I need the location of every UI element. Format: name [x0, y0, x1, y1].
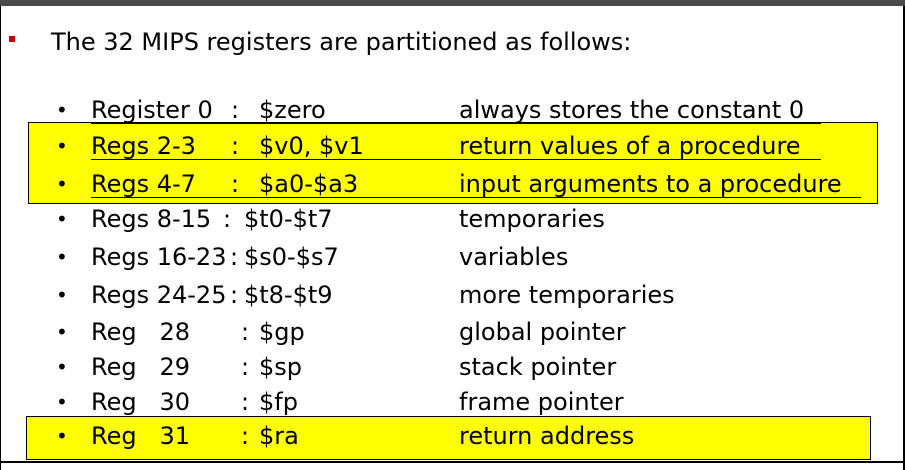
register-name: $zero [259, 94, 326, 126]
register-name: $fp [259, 386, 298, 418]
register-number: Regs 8-15 [91, 203, 211, 235]
separator-colon: : [241, 316, 249, 348]
slide: The 32 MIPS registers are partitioned as… [0, 6, 905, 470]
separator-colon: : [231, 94, 239, 126]
separator-colon: : [223, 203, 231, 235]
bullet-dot: • [56, 168, 68, 200]
bullet-dot: • [56, 203, 68, 235]
bullet-dot: • [56, 420, 68, 452]
bullet-dot: • [56, 279, 68, 311]
separator-colon: : [241, 351, 249, 383]
separator-colon: : [241, 386, 249, 418]
separator-colon: : [231, 168, 239, 200]
register-number: Regs 4-7 [91, 168, 196, 200]
register-name: $s0-$s7 [244, 241, 339, 273]
register-name: $t0-$t7 [244, 203, 333, 235]
bullet-dot: • [56, 316, 68, 348]
register-description: temporaries [459, 203, 605, 235]
bullet-dot: • [56, 241, 68, 273]
register-number: Regs 2-3 [91, 130, 196, 162]
register-number: Reg 29 [91, 351, 190, 383]
register-description: more temporaries [459, 279, 675, 311]
bullet-dot: • [56, 94, 68, 126]
register-number: Regs 24-25 [91, 279, 226, 311]
register-description: frame pointer [459, 386, 624, 418]
bullet-dot: • [56, 351, 68, 383]
separator-colon: : [241, 420, 249, 452]
register-description: global pointer [459, 316, 626, 348]
register-description: return values of a procedure [459, 130, 801, 162]
register-description: always stores the constant 0 [459, 94, 804, 126]
row-underline [91, 197, 861, 198]
register-number: Register 0 [91, 94, 213, 126]
register-name: $a0-$a3 [259, 168, 358, 200]
bullet-dot: • [56, 386, 68, 418]
register-description: stack pointer [459, 351, 616, 383]
separator-colon: : [231, 130, 239, 162]
register-description: input arguments to a procedure [459, 168, 842, 200]
register-name: $ra [259, 420, 299, 452]
register-name: $sp [259, 351, 302, 383]
separator-colon: : [230, 241, 238, 273]
register-number: Reg 31 [91, 420, 190, 452]
register-name: $gp [259, 316, 305, 348]
separator-colon: : [230, 279, 238, 311]
register-name: $t8-$t9 [244, 279, 333, 311]
slide-heading: The 32 MIPS registers are partitioned as… [51, 28, 631, 56]
slide-bottom-border [1, 461, 905, 463]
register-number: Reg 30 [91, 386, 190, 418]
row-underline [91, 123, 821, 124]
register-number: Reg 28 [91, 316, 190, 348]
main-bullet-square [9, 36, 15, 42]
register-description: variables [459, 241, 568, 273]
register-description: return address [459, 420, 634, 452]
bullet-dot: • [56, 130, 68, 162]
register-name: $v0, $v1 [259, 130, 364, 162]
register-number: Regs 16-23 [91, 241, 226, 273]
row-underline [91, 159, 821, 160]
